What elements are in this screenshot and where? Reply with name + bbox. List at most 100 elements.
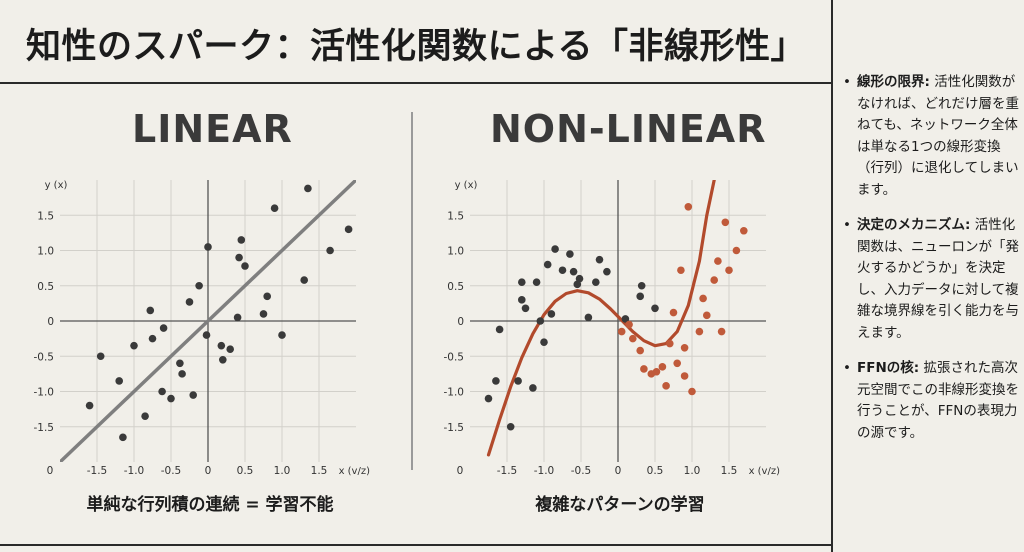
note-decision-mechanism: • 決定のメカニズム: 活性化関数は、ニューロンが「発火するかどうか」を決定し、入… <box>843 215 1021 344</box>
x-tick-label: 0 <box>205 465 212 477</box>
data-point <box>566 250 574 258</box>
y-tick-label: -1.5 <box>34 422 55 434</box>
data-point <box>684 202 693 211</box>
data-point <box>278 331 286 339</box>
y-tick-label: -1.5 <box>444 422 465 434</box>
data-point <box>495 325 504 334</box>
data-point <box>658 363 667 371</box>
x-tick-label: 1.5 <box>311 465 328 477</box>
nonlinear-chart: 1.5 1.0 0.5 0 -0.5 -1.0 -1.5 -1.5 -1.0 -0.5 0 0.5 1.… <box>444 180 780 477</box>
data-point <box>518 278 526 287</box>
x-tick-label: 1.0 <box>274 465 291 477</box>
data-point <box>304 184 312 193</box>
y-tick-label: 1.0 <box>37 246 54 258</box>
data-point <box>547 310 556 318</box>
x-tick-label: -1.0 <box>534 465 555 477</box>
data-point <box>532 278 541 287</box>
data-point <box>592 278 600 287</box>
note-label: FFNの核: <box>857 360 920 376</box>
note-linear-limit: • 線形の限界: 活性化関数がなければ、どれだけ層を重ねても、ネットワーク全体は単… <box>843 72 1021 201</box>
x-tick-label: 0 <box>615 465 622 477</box>
data-point <box>202 331 211 339</box>
data-point <box>233 313 242 322</box>
y-tick-label: 0.5 <box>37 281 54 293</box>
note-label: 線形の限界: <box>857 74 930 90</box>
y-axis-label: y (x) <box>455 180 478 191</box>
y-tick-label: -0.5 <box>34 351 55 363</box>
data-point <box>259 310 268 318</box>
data-point <box>326 246 334 255</box>
x-tick-label: -0.5 <box>571 465 592 477</box>
y-tick-label: 0 <box>47 316 54 328</box>
data-point <box>204 243 212 251</box>
data-point <box>584 313 593 322</box>
data-point <box>662 382 670 390</box>
data-point <box>167 394 175 403</box>
data-point <box>148 334 157 343</box>
data-point <box>219 355 227 364</box>
note-bullet: • <box>843 217 851 233</box>
data-point <box>651 304 659 313</box>
data-point <box>217 341 226 350</box>
data-point <box>141 412 149 420</box>
y-tick-label: 0.5 <box>447 281 464 293</box>
data-point <box>263 292 271 301</box>
data-point <box>115 377 123 385</box>
data-point <box>518 296 526 304</box>
x-tick-label: 1.5 <box>721 465 738 477</box>
y-tick-label: 1.5 <box>447 210 464 222</box>
note-ffn-core: • FFNの核: 拡張された高次元空間でこの非線形変換を行うことが、FFNの表現力… <box>843 358 1021 444</box>
data-point <box>669 308 678 317</box>
data-point <box>636 292 644 301</box>
data-point <box>637 281 646 290</box>
data-point <box>575 274 584 283</box>
x-tick-label: -1.0 <box>124 465 145 477</box>
data-point <box>617 327 626 336</box>
data-point <box>270 204 279 212</box>
data-point <box>521 304 530 313</box>
data-point <box>195 281 203 290</box>
x-tick-label: -1.5 <box>497 465 518 477</box>
data-point <box>536 317 545 325</box>
data-point <box>636 346 644 355</box>
nonlinear-curve <box>486 180 716 457</box>
y-tick-label: -1.0 <box>444 387 465 399</box>
note-bullet: • <box>843 74 851 90</box>
data-point <box>640 365 648 373</box>
data-point <box>569 267 578 276</box>
x-tick-label: -1.5 <box>87 465 108 477</box>
data-point <box>710 276 718 284</box>
data-point <box>96 352 105 361</box>
data-point <box>484 394 493 403</box>
data-point <box>237 236 246 244</box>
data-point <box>241 262 249 270</box>
data-point <box>740 226 748 235</box>
data-point <box>226 345 234 353</box>
data-point <box>85 401 94 410</box>
data-point <box>558 266 567 275</box>
data-point <box>714 257 722 265</box>
data-point <box>178 370 186 378</box>
data-point <box>621 315 630 323</box>
y-tick-label: 1.5 <box>37 210 54 222</box>
bottom-rule <box>0 544 831 546</box>
data-point <box>695 327 704 336</box>
y-tick-label: -0.5 <box>444 351 465 363</box>
data-point <box>688 387 696 396</box>
data-point <box>551 245 559 253</box>
note-text: 活性化関数は、ニューロンが「発火するかどうか」を決定し、入力データに対して複雑な… <box>857 217 1019 341</box>
data-point <box>514 377 522 385</box>
data-point <box>629 334 637 343</box>
data-point <box>595 255 604 264</box>
data-point <box>235 253 243 262</box>
nonlinear-heading: NON-LINEAR <box>490 107 767 151</box>
data-point <box>506 422 515 431</box>
note-bullet: • <box>843 360 851 376</box>
linear-heading: LINEAR <box>132 107 293 151</box>
linear-chart: 1.5 1.0 0.5 0 -0.5 -1.0 -1.5 -1.5 -1.0 -0.5 0 0.5 1.… <box>34 180 370 477</box>
data-point <box>344 225 353 234</box>
linear-caption: 単純な行列積の連続 = 学習不能 <box>86 495 334 515</box>
note-text: 活性化関数がなければ、どれだけ層を重ねても、ネットワーク全体は単なる1つの線形変… <box>857 74 1019 198</box>
data-point <box>540 338 548 346</box>
page-title: 知性のスパーク：活性化関数による「非線形性」 <box>26 27 806 67</box>
